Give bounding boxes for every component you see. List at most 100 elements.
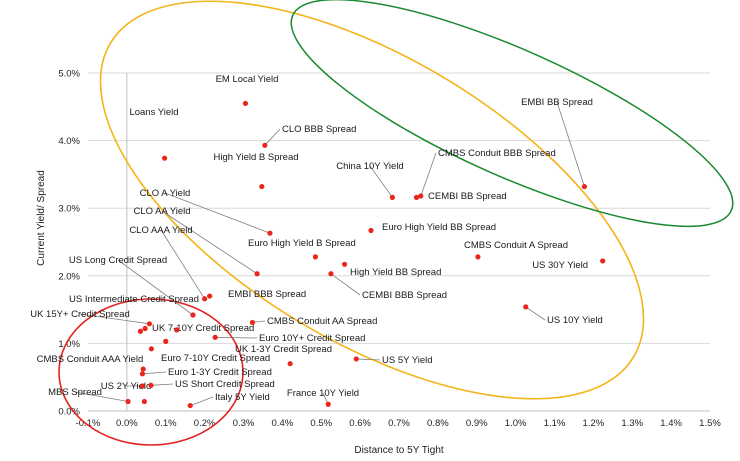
point-us-2y-yield [139,383,146,389]
point-label-loans-yield: Loans Yield [129,107,178,118]
point-label-cmbs-conduit-bbb-spread: CMBS Conduit BBB Spread [438,148,556,159]
x-tick-label: -0.1% [76,418,101,429]
point-label-us-2y-yield: US 2Y Yield [101,381,152,392]
highlight-ellipse [290,0,734,228]
point-clo-a-yield [267,230,273,236]
leader-line-clo-aa-yield [161,210,258,275]
x-tick-label: 1.0% [505,418,527,429]
leader-line-us-short-credit-spread [150,383,174,386]
leader-line-embi-bb-spread [556,101,585,187]
point-label-em-local-yield: EM Local Yield [216,74,279,85]
y-tick-label: 4.0% [58,136,80,147]
x-tick-label: 0.8% [427,418,449,429]
y-tick-label: 3.0% [58,204,80,215]
point-label-embi-bbb-spread: EMBI BBB Spread [228,289,306,300]
x-axis-title: Distance to 5Y Tight [354,445,444,456]
point-label-embi-bb-spread: EMBI BB Spread [521,97,593,108]
point-label-us-30y-yield: US 30Y Yield [532,260,588,271]
x-tick-label: 1.4% [660,418,682,429]
point-label-us-long-credit-spread: US Long Credit Spread [69,255,167,266]
point-unlabeled [140,366,146,372]
point-label-us-intermediate-credit-spread: US Intermediate Credit Spread [69,294,199,305]
y-axis-title: Current Yield/ Spread [36,170,47,266]
y-tick-label: 5.0% [58,69,80,80]
point-label-euro-high-yield-bb-spread: Euro High Yield BB Spread [382,222,496,233]
leader-line-china-10y-yield [369,165,393,198]
leader-line-clo-a-yield [164,192,271,234]
y-tick-label: 0.0% [58,407,80,418]
point-label-cembi-bb-spread: CEMBI BB Spread [428,191,507,202]
point-euro-7-10y-credit-spread [148,346,154,352]
point-us-long-credit-spread [190,312,196,318]
point-cembi-bb-spread [413,194,420,200]
data-points [125,100,606,409]
point-cmbs-conduit-bbb-spread [418,193,424,199]
leader-line-us-10y-yield [525,306,546,321]
point-label-uk-7-10y-credit-spread: UK 7-10Y Credit Spread [152,323,254,334]
leader-line-mbs-spread [74,391,129,402]
point-euro-1-3y-credit-spread [139,371,146,377]
point-embi-bb-spread [581,183,588,190]
point-euro-10y-credit-spread [212,334,218,340]
point-label-clo-bbb-spread: CLO BBB Spread [282,124,356,135]
highlight-ellipse [58,298,244,446]
point-uk-15y-credit-spread [146,321,153,327]
x-tick-label: 1.5% [699,418,721,429]
point-loans-yield [161,155,168,161]
point-italy-5y-yield [187,402,193,409]
point-label-cembi-bbb-spread: CEMBI BBB Spread [362,290,447,301]
leader-line-italy-5y-yield [190,396,214,406]
point-label-uk-1-3y-credit-spread: UK 1-3Y Credit Spread [235,344,332,355]
y-tick-label: 2.0% [58,271,80,282]
point-us-30y-yield [600,258,606,264]
highlight-ellipse [99,0,645,400]
point-labels: EM Local Yield Loans Yield CLO BBB Spread H… [30,74,603,403]
x-tick-label: 0.1% [155,418,177,429]
axes [88,73,710,412]
point-label-us-short-credit-spread: US Short Credit Spread [175,379,275,390]
point-high-yield-b-spread [259,183,265,190]
leader-line-cembi-bbb-spread [330,273,361,296]
x-tick-label: 0.2% [194,418,216,429]
point-label-france-10y-yield: France 10Y Yield [287,388,359,399]
point-em-local-yield [242,100,249,107]
point-cembi-bbb-spread [328,271,334,277]
point-euro-high-yield-bb-spread [368,227,374,234]
x-tick-label: 0.0% [116,418,138,429]
y-tick-labels: 0.0% 1.0% 2.0% 3.0% 4.0% 5.0% [58,69,80,418]
point-china-10y-yield [389,194,395,200]
point-france-10y-yield [325,401,331,407]
highlight-ellipses [58,0,734,446]
point-label-clo-aaa-yield: CLO AAA Yield [129,225,192,236]
point-cmbs-conduit-aaa-yield [137,328,144,334]
point-uk-1-3y-credit-spread [163,338,169,344]
point-cmbs-conduit-aa-spread [249,319,256,326]
leader-line-cmbs-conduit-bbb-spread [420,152,437,197]
y-tick-label: 1.0% [58,339,80,350]
point-euro-high-yield-b-spread [312,254,319,260]
leader-line-us-5y-yield [356,358,381,361]
point-label-cmbs-conduit-aa-spread: CMBS Conduit AA Spread [267,316,377,327]
x-tick-label: 1.2% [583,418,605,429]
point-label-mbs-spread: MBS Spread [48,387,102,398]
point-label-clo-aa-yield: CLO AA Yield [133,206,190,217]
point-label-euro-high-yield-b-spread: Euro High Yield B Spread [248,238,356,249]
leader-line-clo-bbb-spread [264,128,281,146]
point-unlabeled [141,398,147,405]
point-clo-bbb-spread [262,142,268,148]
point-label-us-10y-yield: US 10Y Yield [547,315,603,326]
point-label-cmbs-conduit-a-spread: CMBS Conduit A Spread [464,240,568,251]
x-tick-label: 0.7% [388,418,410,429]
leader-line-us-long-credit-spread [117,259,194,316]
x-tick-label: 0.6% [349,418,371,429]
x-tick-labels: -0.1% 0.0% 0.1% 0.2% 0.3% 0.4% 0.5% 0.6% 0.7% 0.8… [76,418,722,429]
point-unlabeled [287,361,293,367]
point-embi-bbb-spread [207,293,213,299]
point-us-5y-yield [353,356,359,362]
point-clo-aa-yield [254,271,260,277]
point-label-euro-7-10y-credit-spread: Euro 7-10Y Credit Spread [161,353,270,364]
leader-line-uk-15y-credit-spread [79,313,150,325]
point-us-intermediate-credit-spread [174,327,180,333]
leader-line-clo-aaa-yield [160,229,205,299]
